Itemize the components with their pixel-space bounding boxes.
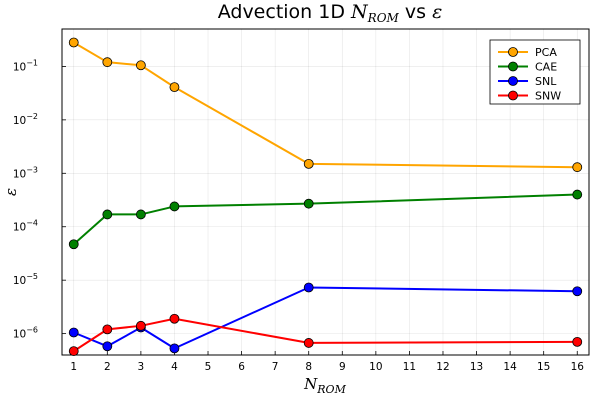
legend-label-snl: SNL [535, 75, 557, 88]
x-tick-label: 14 [503, 361, 517, 373]
y-tick-base: 10 [13, 329, 26, 341]
data-point-cae [572, 189, 583, 200]
x-axis-label-main: N [303, 375, 318, 393]
data-point-pca [572, 162, 583, 173]
series-cae [68, 189, 583, 250]
y-tick-exponent: −4 [26, 219, 38, 228]
data-point-cae [102, 209, 113, 220]
title-math-sub: ROM [367, 11, 400, 25]
title-main: Advection 1D [218, 1, 345, 23]
data-point-snl [102, 341, 113, 352]
series-line-pca [73, 41, 578, 169]
x-tick-label: 11 [403, 361, 416, 373]
x-tick-label: 1 [70, 361, 77, 373]
data-point-snw [102, 324, 113, 335]
y-tick-base: 10 [13, 115, 26, 127]
data-point-cae [303, 198, 314, 209]
data-point-pca [135, 60, 146, 71]
y-tick-label: 10−5 [13, 272, 38, 287]
data-point-cae [135, 209, 146, 220]
legend-marker-pca [508, 47, 518, 57]
y-tick-label: 10−2 [13, 112, 38, 127]
data-point-snw [135, 320, 146, 331]
x-tick-label: 3 [138, 361, 145, 373]
data-point-cae [169, 201, 180, 212]
y-tick-base: 10 [13, 275, 26, 287]
legend-label-cae: CAE [535, 61, 557, 74]
plot-frame [61, 28, 590, 356]
y-tick-exponent: −5 [26, 272, 38, 281]
data-point-snl [303, 282, 314, 293]
x-tick-label: 5 [205, 361, 212, 373]
x-axis-label: NROM [303, 375, 346, 396]
legend-marker-cae [508, 61, 518, 72]
series-pca [68, 37, 583, 173]
x-tick-label: 6 [238, 361, 245, 373]
y-tick-base: 10 [13, 222, 26, 234]
y-tick-exponent: −2 [26, 112, 38, 121]
y-tick-label: 10−3 [13, 165, 38, 180]
y-tick-label: 10−6 [13, 326, 38, 341]
title-vs: vs [405, 1, 426, 23]
data-point-snw [572, 337, 583, 347]
data-point-pca [102, 57, 113, 68]
legend-label-pca: PCA [535, 46, 557, 59]
data-point-snl [169, 343, 180, 354]
data-point-snl [572, 286, 583, 297]
x-tick-label: 7 [272, 361, 279, 373]
y-axis-label: ε [2, 188, 20, 196]
x-tick-label: 2 [104, 361, 111, 373]
y-tick-base: 10 [13, 168, 26, 180]
data-point-snw [68, 346, 79, 357]
legend-marker-snl [508, 76, 518, 86]
y-tick-exponent: −3 [26, 165, 38, 174]
y-tick-exponent: −1 [26, 58, 38, 67]
y-tick-label: 10−1 [13, 58, 38, 73]
chart-title: Advection 1D NROM vs ε [218, 1, 443, 25]
x-tick-label: 15 [537, 361, 550, 373]
y-tick-base: 10 [13, 61, 26, 73]
legend-marker-snw [508, 90, 518, 101]
x-tick-label: 4 [171, 361, 178, 373]
data-point-pca [303, 158, 314, 169]
data-point-snw [169, 313, 180, 324]
data-point-snl [68, 327, 79, 338]
x-tick-label: 16 [571, 361, 585, 373]
data-point-pca [68, 37, 79, 48]
x-tick-label: 10 [369, 361, 382, 373]
y-tick-exponent: −6 [26, 326, 38, 335]
series-line-snl [73, 286, 578, 350]
axis-ticks: 1 2 3 4 5 6 7 8 9 10 11 12 13 14 15 1610−610−510−410−31… [13, 58, 584, 373]
title-math: N [350, 1, 369, 23]
legend-box [489, 39, 581, 105]
data-point-snw [303, 338, 314, 348]
series-snw [68, 313, 583, 357]
data-point-cae [68, 239, 79, 250]
series-line-cae [73, 193, 578, 246]
x-axis-label-sub: ROM [316, 383, 346, 396]
data-point-pca [169, 82, 180, 93]
x-tick-label: 8 [305, 361, 312, 373]
series-lines [68, 37, 583, 357]
title-eps: ε [432, 1, 442, 23]
series-line-snw [73, 317, 578, 352]
x-tick-label: 12 [436, 361, 449, 373]
y-tick-label: 10−4 [13, 219, 38, 234]
legend-label-snw: SNW [535, 90, 561, 103]
x-tick-label: 9 [339, 361, 346, 373]
x-tick-label: 13 [470, 361, 483, 373]
